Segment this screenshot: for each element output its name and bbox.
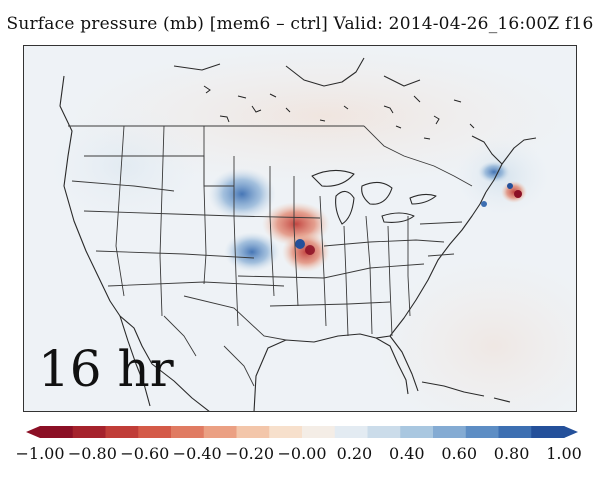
colorbar-tick-label: −0.20 [225, 444, 275, 463]
forecast-hour-label: 16 hr [38, 340, 174, 398]
map-svg [44, 46, 576, 411]
colorbar-segment [400, 426, 434, 438]
colorbar-extend-min [26, 426, 40, 438]
colorbar-segment [334, 426, 368, 438]
anomaly-speck-atlantic [481, 201, 487, 207]
colorbar-segment [236, 426, 270, 438]
colorbar-tick-label: 0.80 [493, 444, 530, 463]
anomaly-core-atlantic-red [514, 190, 522, 198]
colorbar-segment [498, 426, 532, 438]
pressure-wash-ocean [374, 256, 576, 411]
colorbar-segment [269, 426, 303, 438]
anomaly-core-missouri-ring [305, 245, 315, 255]
colorbar-tick-label: 0.20 [336, 444, 373, 463]
canadian-lakes [203, 85, 475, 140]
colorbar-tick-label: −0.00 [277, 444, 327, 463]
colorbar-segment [203, 426, 237, 438]
negative-anomaly-atlantic [478, 161, 510, 183]
colorbar-segment [531, 426, 565, 438]
negative-anomaly-kansas [224, 232, 280, 272]
pressure-wash-west [44, 106, 204, 226]
colorbar-tick-label: 0.40 [388, 444, 425, 463]
negative-anomaly-dakotas [208, 168, 276, 220]
colorbar-tick-labels: −1.00 −0.80 −0.60 −0.40 −0.20 −0.00 0.20 0.40 0.… [0, 444, 600, 466]
colorbar-tick-label: −0.80 [67, 444, 117, 463]
colorbar-segment [465, 426, 499, 438]
positive-anomaly-atlantic [501, 181, 527, 203]
colorbar-segment [171, 426, 205, 438]
colorbar-tick-label: −1.00 [15, 444, 65, 463]
colorbar-tick-label: −0.40 [172, 444, 222, 463]
colorbar [26, 426, 578, 438]
map-panel: 16 hr [23, 45, 577, 412]
colorbar-tick-label: −0.60 [120, 444, 170, 463]
anomaly-core-missouri [295, 239, 305, 249]
colorbar-segment [433, 426, 467, 438]
colorbar-extend-max [564, 426, 578, 438]
colorbar-tick-label: 1.00 [546, 444, 582, 463]
colorbar-tick-label: 0.60 [441, 444, 477, 463]
colorbar-segment [72, 426, 106, 438]
colorbar-segment [302, 426, 336, 438]
state-borders [68, 125, 473, 387]
map-title: Surface pressure (mb) [mem6 – ctrl] Vali… [6, 14, 594, 34]
colorbar-segment [367, 426, 401, 438]
anomaly-core-atlantic-blue [507, 183, 513, 189]
colorbar-segment [40, 426, 74, 438]
colorbar-segment [105, 426, 139, 438]
colorbar-segment [138, 426, 172, 438]
